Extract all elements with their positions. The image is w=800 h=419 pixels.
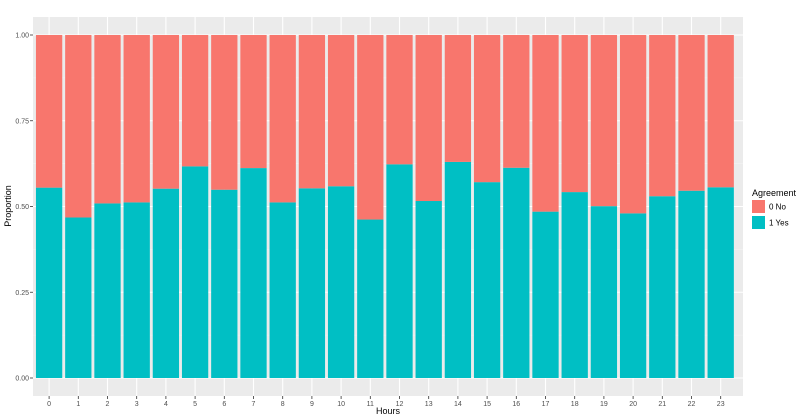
y-tick-label: 0.25 <box>15 290 29 297</box>
bar-0-no-hour-8 <box>269 35 296 203</box>
x-tick-label: 19 <box>600 401 608 408</box>
bar-0-no-hour-23 <box>707 35 734 188</box>
bar-0-no-hour-0 <box>35 35 63 188</box>
x-tick-label: 7 <box>252 401 256 408</box>
bar-0-no-hour-1 <box>65 35 92 218</box>
x-tick-label: 14 <box>454 401 462 408</box>
x-tick-label: 4 <box>164 401 168 408</box>
legend: Agreement 0 No 1 Yes <box>752 188 797 229</box>
bar-1-yes-hour-4 <box>152 188 180 378</box>
bar-0-no-hour-16 <box>503 35 530 168</box>
x-tick-label: 11 <box>367 401 374 408</box>
x-tick-label: 3 <box>135 401 139 408</box>
bar-0-no-hour-19 <box>590 35 618 207</box>
x-tick-label: 0 <box>47 401 51 408</box>
bar-0-no-hour-14 <box>444 35 472 162</box>
bar-1-yes-hour-14 <box>444 161 472 378</box>
legend-items: 0 No 1 Yes <box>752 200 789 229</box>
bar-0-no-hour-22 <box>678 35 705 191</box>
bar-0-no-hour-7 <box>240 35 267 169</box>
bar-1-yes-hour-19 <box>590 206 618 378</box>
x-tick-label: 16 <box>512 401 520 408</box>
x-tick-label: 21 <box>658 401 666 408</box>
bar-1-yes-hour-2 <box>94 203 121 378</box>
bar-1-yes-hour-23 <box>707 187 734 378</box>
y-tick-label: 1.00 <box>15 33 29 40</box>
y-tick-label: 0.75 <box>15 118 29 125</box>
x-tick-label: 17 <box>542 401 550 408</box>
legend-label: 1 Yes <box>769 219 789 228</box>
x-tick-label: 8 <box>281 401 285 408</box>
bar-1-yes-hour-1 <box>65 217 92 378</box>
bar-0-no-hour-2 <box>94 35 121 204</box>
bar-1-yes-hour-16 <box>503 167 530 378</box>
bar-0-no-hour-13 <box>415 35 442 202</box>
x-axis: 0 1 2 3 4 5 6 7 8 9 10 11 12 13 14 15 16 17 18 19 20 21 22 23 <box>47 396 725 408</box>
bar-0-no-hour-6 <box>211 35 238 190</box>
bar-1-yes-hour-9 <box>298 188 326 378</box>
bars-group <box>35 35 734 378</box>
x-tick-label: 13 <box>425 401 433 408</box>
x-tick-label: 23 <box>717 401 725 408</box>
x-axis-title: Hours <box>376 406 401 416</box>
bar-0-no-hour-15 <box>473 35 501 183</box>
x-tick-label: 22 <box>688 401 696 408</box>
bar-0-no-hour-17 <box>532 35 559 212</box>
x-tick-label: 5 <box>193 401 197 408</box>
bar-0-no-hour-10 <box>327 35 355 187</box>
bar-1-yes-hour-12 <box>386 164 413 378</box>
bar-1-yes-hour-6 <box>211 189 238 378</box>
legend-label: 0 No <box>769 203 786 212</box>
bar-1-yes-hour-21 <box>649 196 676 378</box>
bar-0-no-hour-12 <box>386 35 413 165</box>
bar-1-yes-hour-13 <box>415 201 442 378</box>
bar-0-no-hour-9 <box>298 35 326 189</box>
x-tick-label: 15 <box>483 401 491 408</box>
x-tick-label: 1 <box>76 401 80 408</box>
x-tick-label: 12 <box>396 401 404 408</box>
legend-title: Agreement <box>752 188 797 198</box>
bar-1-yes-hour-18 <box>561 192 588 378</box>
y-axis: 0.00 0.25 0.50 0.75 1.00 <box>15 33 33 383</box>
bar-1-yes-hour-11 <box>357 219 384 378</box>
bar-1-yes-hour-20 <box>619 213 647 378</box>
bar-1-yes-hour-5 <box>181 166 209 378</box>
x-tick-label: 6 <box>222 401 226 408</box>
bar-0-no-hour-11 <box>357 35 384 220</box>
bar-0-no-hour-5 <box>181 35 209 167</box>
x-tick-label: 9 <box>310 401 314 408</box>
bar-0-no-hour-3 <box>123 35 150 203</box>
bar-0-no-hour-18 <box>561 35 588 193</box>
bar-1-yes-hour-15 <box>473 182 501 378</box>
bar-1-yes-hour-0 <box>35 187 63 378</box>
bar-0-no-hour-20 <box>619 35 647 214</box>
legend-key-0-no <box>752 200 765 213</box>
bar-1-yes-hour-3 <box>123 202 150 378</box>
y-axis-title: Proportion <box>3 185 13 227</box>
bar-1-yes-hour-10 <box>327 186 355 378</box>
x-tick-label: 10 <box>337 401 345 408</box>
x-tick-label: 18 <box>571 401 579 408</box>
bar-1-yes-hour-17 <box>532 211 559 378</box>
bar-1-yes-hour-7 <box>240 168 267 378</box>
legend-key-1-yes <box>752 216 765 229</box>
bar-0-no-hour-4 <box>152 35 180 189</box>
y-tick-label: 0.50 <box>15 204 29 211</box>
bar-1-yes-hour-8 <box>269 202 296 378</box>
y-tick-label: 0.00 <box>15 376 29 383</box>
x-tick-label: 2 <box>106 401 110 408</box>
x-tick-label: 20 <box>629 401 637 408</box>
bar-0-no-hour-21 <box>649 35 676 197</box>
bar-1-yes-hour-22 <box>678 190 705 378</box>
